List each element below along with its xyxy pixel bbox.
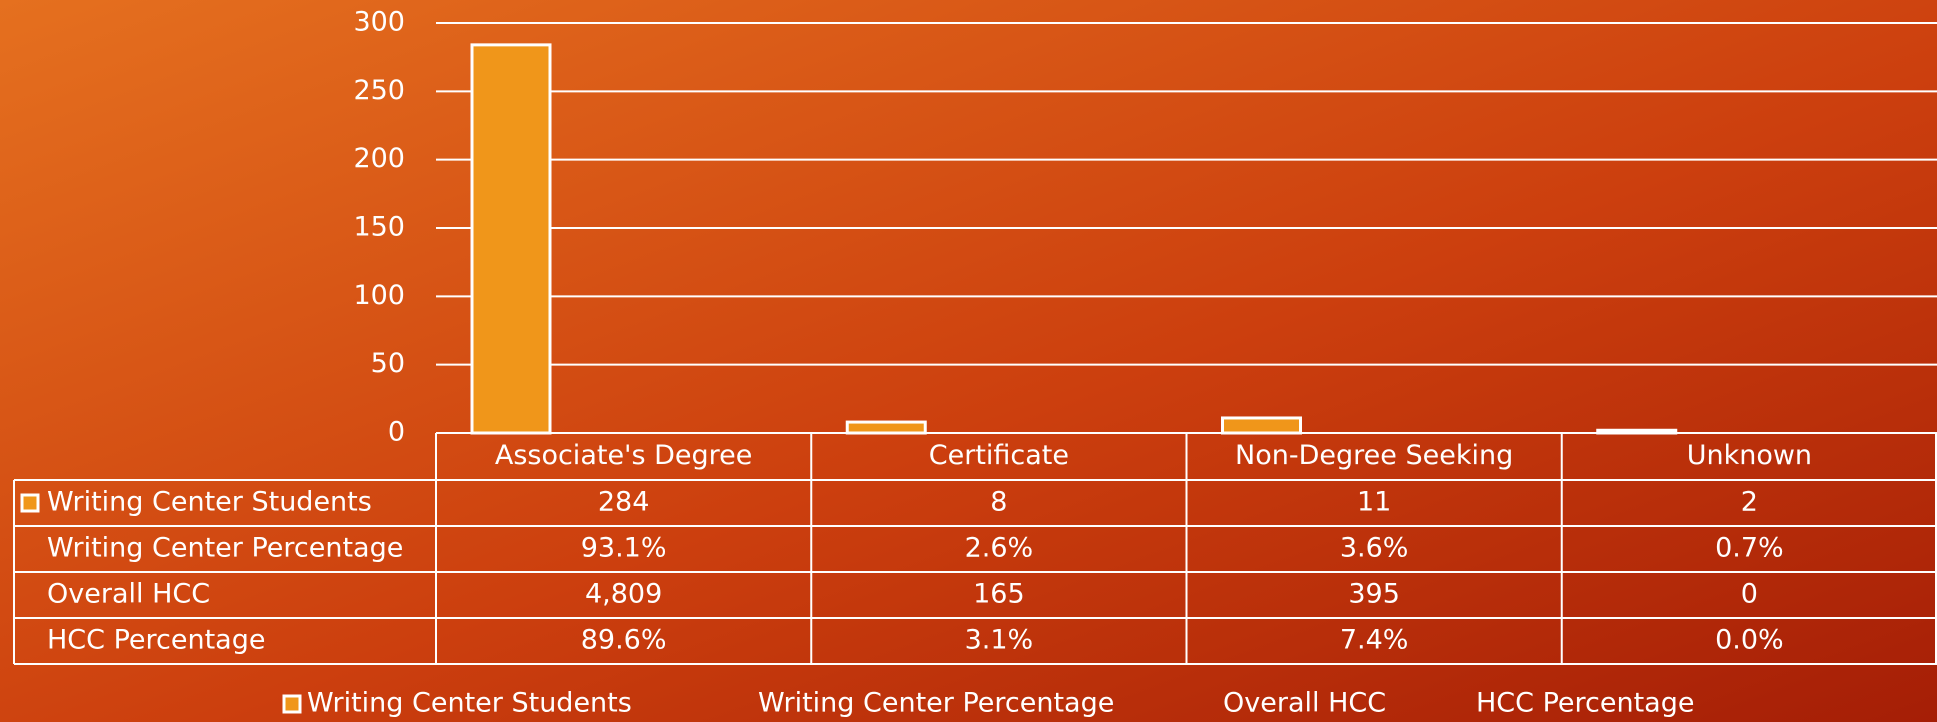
legend-key (282, 694, 302, 714)
table-cell: 8 (990, 487, 1007, 518)
table-cell: 3.6% (1340, 533, 1409, 564)
bar (1596, 428, 1678, 435)
table-cell: 4,809 (585, 579, 662, 610)
table-row-label: Writing Center Students (47, 487, 372, 518)
table-legend-key (20, 493, 40, 513)
y-tick-label: 0 (388, 417, 405, 448)
y-tick-label: 100 (353, 280, 405, 311)
bar (470, 43, 552, 435)
table-cell: 2.6% (965, 533, 1034, 564)
table-cell: 0 (1741, 579, 1758, 610)
y-tick-label: 200 (353, 143, 405, 174)
table-row-label: Overall HCC (47, 579, 210, 610)
y-tick-label: 300 (353, 7, 405, 38)
legend-label: Overall HCC (1223, 688, 1386, 719)
table-cell: 3.1% (965, 625, 1034, 656)
table-row-label: HCC Percentage (47, 625, 265, 656)
legend-label: Writing Center Percentage (758, 688, 1114, 719)
table-cell: 2 (1741, 487, 1758, 518)
table-row-label: Writing Center Percentage (47, 533, 403, 564)
table-cell: 93.1% (581, 533, 667, 564)
table-cell: 284 (598, 487, 650, 518)
bar (1221, 416, 1302, 435)
category-label: Associate's Degree (495, 440, 753, 471)
table-cell: 11 (1357, 487, 1391, 518)
bar (845, 420, 927, 435)
category-label: Certificate (929, 440, 1069, 471)
table-cell: 89.6% (581, 625, 667, 656)
table-cell: 395 (1348, 579, 1400, 610)
legend-label: Writing Center Students (307, 688, 632, 719)
legend-label: HCC Percentage (1476, 688, 1694, 719)
table-cell: 0.7% (1715, 533, 1784, 564)
y-tick-label: 250 (353, 75, 405, 106)
category-label: Unknown (1687, 440, 1812, 471)
table-cell: 0.0% (1715, 625, 1784, 656)
category-label: Non-Degree Seeking (1235, 440, 1513, 471)
table-cell: 165 (973, 579, 1025, 610)
y-tick-label: 50 (371, 348, 405, 379)
y-tick-label: 150 (353, 212, 405, 243)
table-cell: 7.4% (1340, 625, 1409, 656)
